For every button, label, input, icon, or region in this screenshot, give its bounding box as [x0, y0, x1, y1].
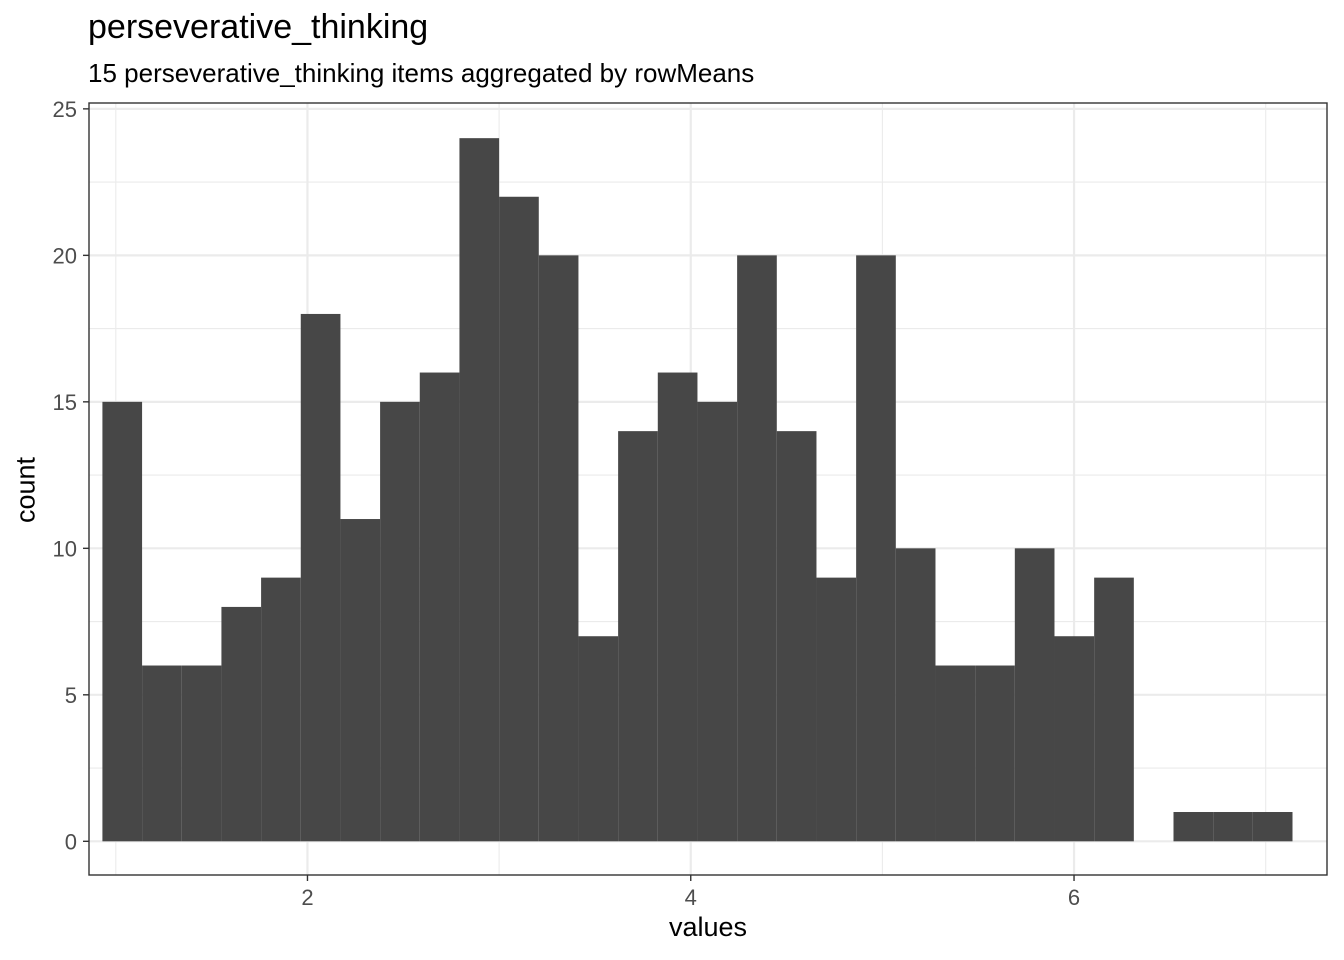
x-axis-label: values: [668, 912, 748, 942]
histogram-bar: [816, 577, 857, 842]
x-tick-label: 2: [301, 885, 313, 910]
chart-title: perseverative_thinking: [88, 8, 429, 46]
histogram-bars: [102, 138, 1293, 842]
panel-border: [88, 102, 1328, 876]
histogram-bar: [697, 401, 738, 842]
histogram-bar: [1014, 548, 1055, 842]
histogram-bar: [618, 431, 658, 842]
x-tick-label: 4: [685, 885, 697, 910]
y-tick-label: 5: [65, 683, 77, 708]
histogram-bar: [1094, 577, 1134, 842]
histogram-bar: [1054, 636, 1095, 842]
histogram-bar: [895, 548, 936, 842]
y-axis-label: count: [10, 456, 41, 524]
chart-subtitle: 15 perseverative_thinking items aggregat…: [88, 58, 755, 88]
histogram-bar: [380, 401, 420, 842]
histogram-bar: [1252, 812, 1293, 842]
histogram-bar: [776, 431, 817, 842]
x-axis: 2 4 6: [301, 875, 1080, 910]
y-axis: 0 5 10 15 20 25: [53, 97, 89, 854]
histogram-bar: [975, 665, 1015, 842]
histogram-bar: [221, 606, 262, 842]
histogram-bar: [657, 372, 698, 842]
histogram-bar: [102, 401, 143, 842]
histogram-bar: [499, 196, 539, 842]
histogram-bar: [935, 665, 976, 842]
histogram-bar: [300, 313, 341, 842]
histogram-bar: [181, 665, 222, 842]
histogram-bar: [459, 138, 500, 842]
histogram-bar: [419, 372, 460, 842]
y-tick-label: 0: [65, 829, 77, 854]
histogram-bar: [737, 255, 777, 842]
x-tick-label: 6: [1068, 885, 1080, 910]
histogram-bar: [261, 577, 301, 842]
y-tick-label: 25: [53, 97, 77, 122]
histogram-bar: [1213, 812, 1253, 842]
y-tick-label: 15: [53, 390, 77, 415]
y-tick-label: 20: [53, 243, 77, 268]
y-tick-label: 10: [53, 536, 77, 561]
histogram-bar: [142, 665, 182, 842]
histogram-bar: [1173, 812, 1214, 842]
histogram-bar: [856, 255, 896, 842]
histogram-bar: [578, 636, 619, 842]
histogram-bar: [340, 519, 381, 842]
histogram-bar: [538, 255, 579, 842]
